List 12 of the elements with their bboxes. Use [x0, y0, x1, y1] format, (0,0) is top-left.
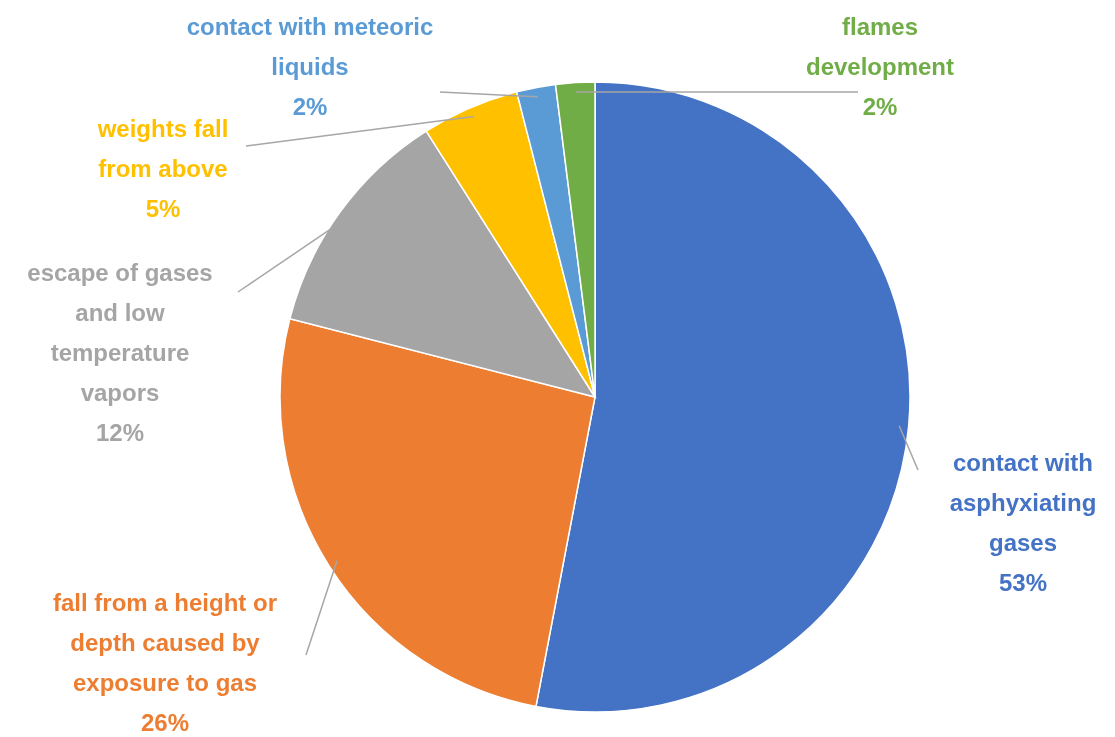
data-label: 2%	[292, 93, 328, 120]
data-label: 5%	[145, 195, 181, 222]
slice-label: contact with meteoric liquids	[186, 13, 434, 80]
data-label: 53%	[998, 569, 1048, 596]
slice-label: fall from a height or depth caused by exposure to gas	[52, 589, 278, 696]
slice-label: escape of gases and low temperature vapors	[27, 259, 213, 406]
slice-label: weights fall from above	[96, 115, 229, 182]
data-label: 12%	[95, 419, 145, 446]
slice-label: flames development	[805, 13, 955, 80]
data-label: 2%	[862, 93, 898, 120]
slice-label: contact with asphyxiating gases	[949, 449, 1097, 556]
data-label: 26%	[140, 709, 190, 736]
